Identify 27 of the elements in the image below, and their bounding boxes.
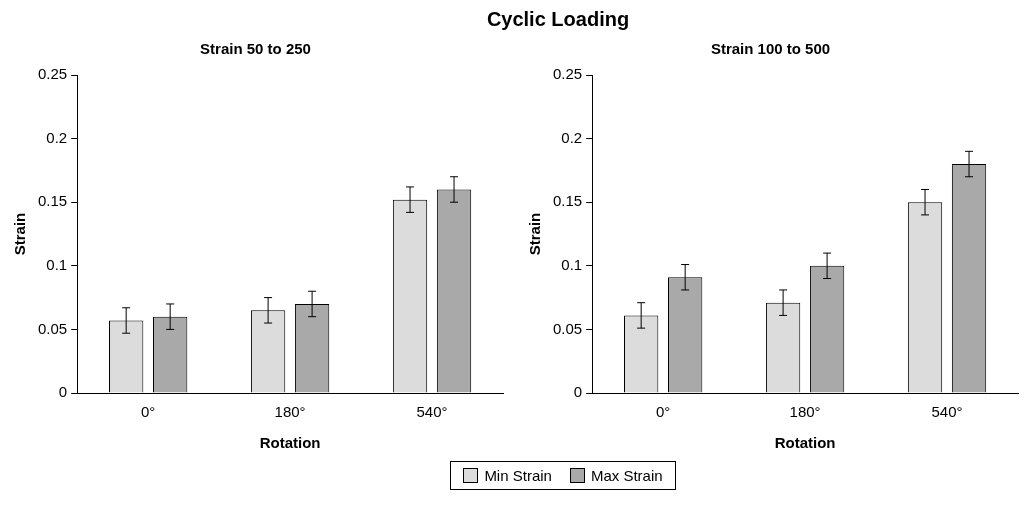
- y-tick-label: 0.25: [37, 65, 68, 83]
- x-tick-label: 0°: [655, 403, 671, 421]
- y-tick-label: 0: [573, 383, 583, 401]
- legend-label: Min Strain: [484, 467, 552, 484]
- y-tick-label: 0.2: [46, 128, 68, 146]
- chart-subtitle: Strain 50 to 250: [200, 40, 311, 58]
- x-axis-title: Rotation: [774, 434, 836, 452]
- legend-label: Max Strain: [590, 467, 663, 484]
- y-tick-label: 0.15: [37, 192, 68, 210]
- x-tick-label: 180°: [274, 403, 306, 421]
- y-tick-label: 0.05: [37, 319, 68, 337]
- chart-subtitle: Strain 100 to 500: [710, 40, 831, 58]
- x-axis-title: Rotation: [259, 434, 321, 452]
- y-axis-title: Strain: [526, 212, 544, 256]
- y-tick-label: 0.1: [561, 255, 583, 273]
- x-tick-label: 180°: [789, 403, 821, 421]
- y-tick-label: 0.2: [561, 128, 583, 146]
- x-tick-label: 0°: [140, 403, 156, 421]
- y-axis-title: Strain: [11, 212, 29, 256]
- y-tick-label: 0.1: [46, 255, 68, 273]
- x-tick-label: 540°: [931, 403, 963, 421]
- y-tick-label: 0.15: [552, 192, 583, 210]
- x-tick-label: 540°: [416, 403, 448, 421]
- y-tick-label: 0.05: [552, 319, 583, 337]
- text: Cyclic Loading: [485, 8, 631, 31]
- y-tick-label: 0: [58, 383, 68, 401]
- y-tick-label: 0.25: [552, 65, 583, 83]
